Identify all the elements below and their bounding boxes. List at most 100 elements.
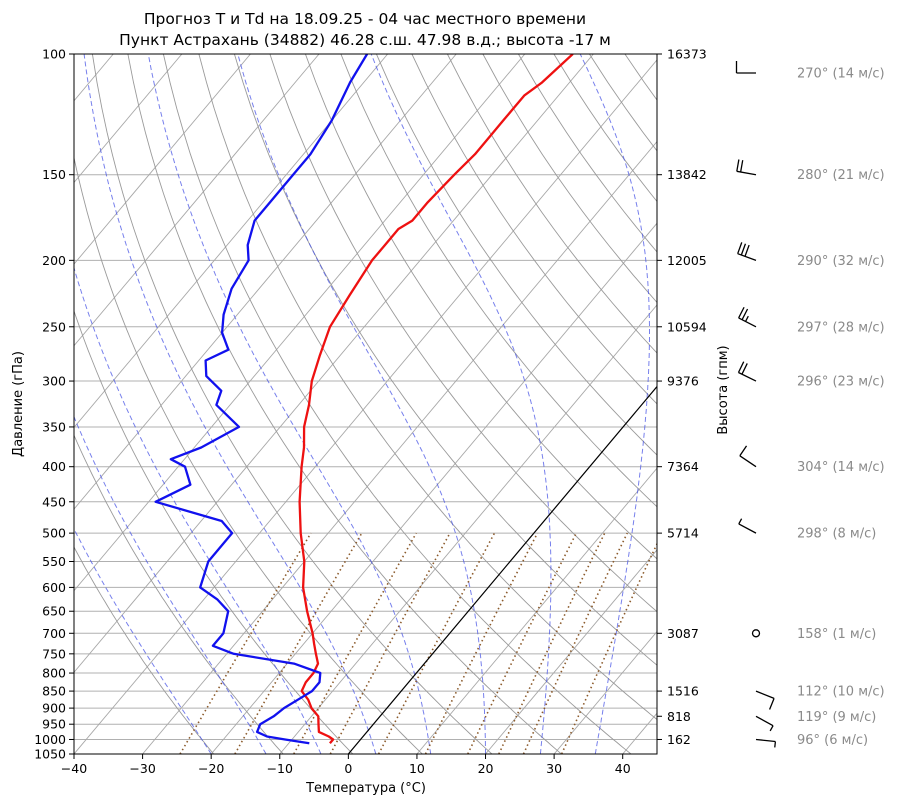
dry-adiabat xyxy=(446,54,657,354)
mixing-ratio-line xyxy=(377,532,496,754)
y-tick-label: 700 xyxy=(42,626,66,641)
moist-adiabat xyxy=(74,266,322,754)
height-tick-label: 7364 xyxy=(667,459,699,474)
dry-adiabats xyxy=(74,54,900,754)
dry-adiabat xyxy=(838,54,900,754)
moist-adiabat xyxy=(74,415,267,754)
dry-adiabat xyxy=(482,54,657,304)
y-tick-label: 1000 xyxy=(34,732,66,747)
dry-adiabat xyxy=(411,54,657,405)
dry-adiabat xyxy=(304,54,657,560)
x-tick-label: −10 xyxy=(267,761,293,776)
height-tick-label: 12005 xyxy=(667,253,707,268)
y-axis-label: Давление (гПа) xyxy=(11,351,26,457)
plot-area xyxy=(74,54,900,754)
height-tick-label: 9376 xyxy=(667,374,699,389)
wind-barb xyxy=(738,306,757,328)
dry-adiabat xyxy=(874,54,900,754)
barb-staff xyxy=(739,455,757,468)
height-tick-label: 3087 xyxy=(667,626,699,641)
wind-barb xyxy=(737,242,757,261)
dry-adiabat xyxy=(589,54,657,152)
wind-barb xyxy=(738,518,757,534)
wind-barb xyxy=(735,61,756,74)
barb-flag xyxy=(738,518,743,525)
moist-adiabat xyxy=(83,54,377,754)
barb-staff xyxy=(737,253,757,261)
y-tick-label: 200 xyxy=(42,253,66,268)
y-tick-label: 750 xyxy=(42,646,66,661)
dry-adiabat xyxy=(91,54,493,754)
chart-subtitle: Пункт Астрахань (34882) 46.28 с.ш. 47.98… xyxy=(119,31,611,49)
dry-adiabat xyxy=(340,54,657,508)
x-tick-label: 10 xyxy=(409,761,425,776)
barb-staff xyxy=(755,715,774,727)
wind-barb xyxy=(751,629,761,638)
mixing-ratio-line xyxy=(522,532,629,754)
height-tick-label: 10594 xyxy=(667,319,707,334)
barb-flag xyxy=(744,244,750,257)
height-axis-ticks: 16373 13842 12005 10594 9376 7364 5714 3087 1516… xyxy=(657,47,707,747)
dry-adiabat xyxy=(731,54,900,754)
dry-adiabat xyxy=(74,309,354,754)
moist-adiabats xyxy=(74,54,650,754)
dry-adiabat xyxy=(269,54,657,613)
mixing-ratio-lines xyxy=(179,532,657,754)
height-tick-label: 16373 xyxy=(667,47,707,62)
wind-barb xyxy=(736,159,757,176)
wind-barb xyxy=(739,445,757,468)
moist-adiabat xyxy=(74,527,212,754)
isobar-gridlines xyxy=(74,54,657,754)
wind-barb xyxy=(737,361,757,382)
wind-label: 297° (28 м/с) xyxy=(797,320,885,335)
zero-isotherm-line xyxy=(347,385,657,754)
skewed-isotherms xyxy=(74,54,657,754)
wind-barb xyxy=(755,738,777,748)
barb-flag xyxy=(768,698,775,710)
y-tick-label: 400 xyxy=(42,459,66,474)
wind-label: 280° (21 м/с) xyxy=(797,168,885,183)
mixing-ratio-line xyxy=(498,532,606,754)
y-tick-label: 600 xyxy=(42,580,66,595)
dry-adiabat xyxy=(74,434,284,754)
isotherm-line xyxy=(485,549,657,754)
profile-series xyxy=(154,54,574,745)
barb-staff xyxy=(755,690,775,700)
isotherm-line xyxy=(622,712,657,754)
wind-label: 270° (14 м/с) xyxy=(797,67,885,82)
barb-flag xyxy=(738,306,745,319)
dry-adiabat xyxy=(74,546,215,754)
moist-adiabat xyxy=(579,54,650,754)
wind-label: 298° (8 м/с) xyxy=(797,527,876,542)
x-tick-label: 30 xyxy=(546,761,562,776)
isotherm-line xyxy=(210,222,657,754)
wind-label: 158° (1 м/с) xyxy=(797,627,876,642)
wind-label: 112° (10 м/с) xyxy=(797,685,885,700)
dry-adiabat xyxy=(660,54,900,754)
dewpoint-line xyxy=(154,54,369,745)
mixing-ratio-line xyxy=(329,532,451,754)
y-tick-label: 900 xyxy=(42,701,66,716)
barb-staff xyxy=(738,523,757,534)
isotherm-line xyxy=(74,59,657,754)
isotherm-line xyxy=(74,54,594,674)
barb-flag xyxy=(736,159,740,172)
height-tick-label: 13842 xyxy=(667,167,707,182)
dry-adiabat xyxy=(233,54,657,666)
barb-flag xyxy=(740,243,747,256)
zero-isotherm xyxy=(347,385,657,754)
barb-flag xyxy=(739,160,744,173)
isotherm-line xyxy=(416,467,657,754)
x-tick-label: −40 xyxy=(61,761,87,776)
barb-flag xyxy=(741,363,748,375)
height-tick-label: 1516 xyxy=(667,684,699,699)
wind-barb xyxy=(755,690,775,710)
wind-barb xyxy=(755,715,774,732)
y-tick-label: 300 xyxy=(42,374,66,389)
mixing-ratio-line xyxy=(467,532,578,754)
isotherm-line xyxy=(74,54,457,510)
y-tick-label: 150 xyxy=(42,167,66,182)
isotherm-line xyxy=(279,304,657,754)
dry-adiabat xyxy=(624,54,657,101)
